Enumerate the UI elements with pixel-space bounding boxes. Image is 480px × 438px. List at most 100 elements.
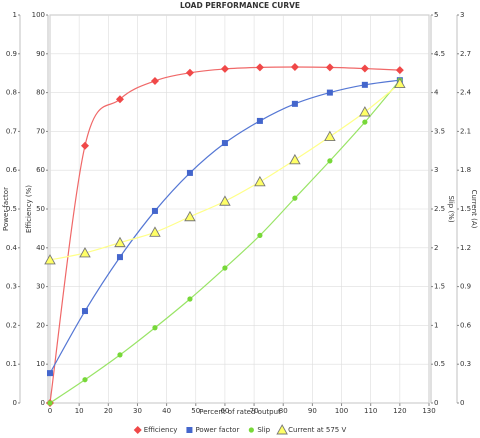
x-tick-label: 50 [191,407,200,415]
y-tick-label: 2 [434,244,438,252]
y-tick-label: 0.9 [460,283,471,291]
y-tick-label: 40 [36,244,45,252]
y-tick-label: 4 [434,89,439,97]
y-tick-label: 0.9 [6,50,17,58]
marker [359,106,371,117]
y-tick-label: 0.6 [460,321,472,329]
x-tick-label: 90 [308,407,317,415]
marker [114,236,126,248]
marker [151,207,158,214]
marker [289,153,301,165]
x-tick-label: 120 [393,407,406,415]
legend-label: Efficiency [144,426,178,434]
marker [361,81,368,88]
y-tick-label: 2.7 [460,50,471,58]
y-tick-label: 0.8 [6,89,17,97]
x-tick-label: 80 [279,407,288,415]
marker [149,226,161,237]
marker [360,64,369,73]
y-tick-label: 70 [36,127,45,135]
marker [81,308,88,315]
marker [44,254,56,265]
y-axis-label: Efficiency (%) [25,185,33,233]
legend-label: Current at 575 V [288,426,346,434]
marker [117,352,123,358]
y-tick-label: 0.5 [434,360,445,368]
marker [187,296,193,302]
y-tick-label: 2.5 [434,205,445,213]
marker [325,63,334,72]
x-tick-label: 30 [133,407,142,415]
y-tick-label: 0.6 [6,166,18,174]
y-tick-label: 0.1 [6,360,17,368]
y-tick-label: 0.3 [6,283,17,291]
marker [47,370,53,377]
marker [115,95,124,104]
marker [116,254,123,261]
legend: Efficiency Power factor Slip Current at 575… [133,424,346,435]
y-tick-label: 60 [36,166,45,174]
y-tick-label: 0 [13,399,17,407]
marker [290,62,299,71]
y-tick-label: 50 [36,205,45,213]
marker [395,66,404,75]
marker [219,195,231,206]
marker [133,426,142,434]
marker [257,232,263,238]
y-axis-label: Power factor [2,187,10,231]
y-tick-label: 0.3 [460,360,471,368]
y-tick-label: 20 [36,321,45,329]
y-tick-label: 1 [13,11,17,19]
y-tick-label: 100 [32,11,45,19]
y-tick-label: 0 [460,399,464,407]
y-axis-label: Current (A) [470,190,478,229]
legend-label: Slip [257,426,270,434]
y-tick-label: 4.5 [434,50,445,58]
y-tick-label: 3 [434,166,438,174]
marker [80,141,89,150]
marker [248,427,254,433]
y-tick-label: 90 [36,50,45,58]
x-axis-label: Percent of rated output [199,408,281,416]
marker [256,117,263,124]
y-tick-label: 5 [434,11,438,19]
y-tick-label: 0.4 [6,244,18,252]
x-tick-label: 0 [48,407,52,415]
y-tick-label: 2.4 [460,89,472,97]
y-tick-label: 0.7 [6,127,17,135]
y-tick-label: 0.5 [6,205,17,213]
marker [221,140,228,147]
y-axis-label: Slip (%) [447,195,455,222]
y-tick-label: 1 [434,321,438,329]
y-tick-label: 1.2 [460,244,471,252]
marker [186,169,193,176]
y-tick-label: 1.5 [434,283,445,291]
y-tick-label: 80 [36,89,45,97]
y-tick-label: 1.5 [460,205,471,213]
y-tick-label: 0 [41,399,45,407]
x-tick-label: 40 [162,407,171,415]
x-tick-label: 10 [75,407,84,415]
legend-label: Power factor [195,426,239,434]
marker [255,63,264,72]
marker [47,400,53,406]
y-tick-label: 2.1 [460,127,471,135]
y-tick-label: 30 [36,283,45,291]
marker [82,377,88,383]
x-tick-label: 130 [422,407,435,415]
marker [394,77,406,88]
marker [324,130,336,142]
y-tick-label: 10 [36,360,45,368]
marker [326,89,333,96]
marker [291,100,298,107]
marker [185,68,194,77]
marker [327,158,333,164]
y-tick-label: 1.8 [460,166,471,174]
marker [184,210,196,222]
marker [186,427,193,433]
y-tick-label: 3.5 [434,127,445,135]
x-tick-label: 60 [220,407,229,415]
marker [276,424,288,435]
x-tick-label: 100 [335,407,348,415]
